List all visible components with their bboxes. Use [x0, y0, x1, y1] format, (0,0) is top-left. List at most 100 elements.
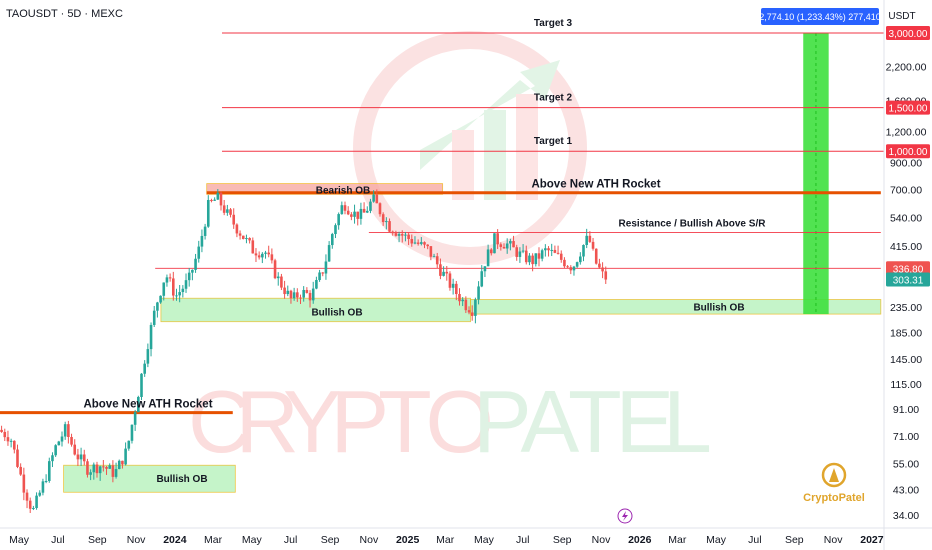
- candle-body: [210, 200, 213, 202]
- y-tick-label: 235.00: [890, 302, 922, 314]
- y-tick-label: 185.00: [890, 328, 922, 340]
- x-tick-label: Nov: [360, 534, 379, 546]
- candle-body: [509, 241, 512, 244]
- candle-body: [582, 244, 585, 257]
- candle-body: [496, 233, 499, 245]
- candle-body: [206, 200, 210, 227]
- candle-body: [165, 277, 169, 283]
- candle-body: [569, 267, 573, 271]
- candle-body: [315, 279, 318, 289]
- candle-body: [524, 250, 528, 263]
- bearish-ob-label: Bearish OB: [316, 186, 370, 197]
- candle-body: [191, 269, 194, 273]
- candle-body: [391, 231, 395, 234]
- candle-body: [486, 249, 490, 267]
- candle-body: [327, 245, 331, 262]
- candle-body: [448, 273, 452, 288]
- candle-body: [534, 253, 538, 265]
- bullish-ob-label: Bullish OB: [311, 308, 362, 319]
- candle-body: [480, 271, 484, 287]
- y-tick-label: 540.00: [890, 212, 922, 224]
- candle-body: [547, 248, 550, 251]
- candle-body: [515, 247, 519, 257]
- x-tick-label: May: [474, 534, 495, 546]
- candle-body: [308, 292, 312, 301]
- candle-body: [6, 437, 10, 442]
- candle-body: [54, 445, 57, 456]
- candle-body: [127, 440, 131, 449]
- price-tag: 303.31: [886, 272, 930, 287]
- x-tick-label: Mar: [204, 534, 223, 546]
- y-tick-label: 91.00: [893, 404, 919, 416]
- candle-body: [159, 295, 162, 303]
- candle-body: [489, 249, 493, 254]
- candle-body: [168, 277, 172, 279]
- y-tick-label: 415.00: [890, 241, 922, 253]
- x-tick-label: 2027: [860, 534, 884, 546]
- candle-body: [445, 271, 449, 274]
- candle-body: [394, 233, 398, 236]
- price-tag: 3,000.00: [886, 26, 930, 40]
- candle-body: [238, 233, 242, 236]
- candle-body: [172, 278, 175, 296]
- candle-body: [416, 242, 420, 244]
- candle-body: [229, 209, 232, 215]
- candle-body: [60, 436, 64, 442]
- candle-body: [493, 233, 496, 254]
- x-tick-label: Jul: [284, 534, 297, 546]
- candle-body: [124, 448, 127, 465]
- candle-body: [362, 208, 366, 213]
- candle-body: [458, 294, 461, 302]
- candle-body: [572, 266, 576, 271]
- candle-body: [544, 248, 547, 251]
- candle-body: [302, 289, 305, 298]
- candle-body: [219, 192, 223, 206]
- candle-body: [216, 192, 220, 200]
- candle-body: [451, 283, 455, 288]
- candle-body: [499, 244, 503, 247]
- candle-body: [57, 441, 61, 446]
- candle-body: [245, 238, 248, 240]
- candle-body: [283, 287, 286, 295]
- y-tick-label: 34.00: [893, 510, 919, 522]
- candle-body: [264, 252, 267, 254]
- candle-body: [413, 242, 417, 244]
- candle-body: [505, 243, 509, 249]
- y-tick-label: 115.00: [890, 379, 921, 391]
- readout-text: 2,774.10 (1,233.43%) 277,410: [759, 12, 881, 22]
- x-tick-label: Sep: [321, 534, 340, 546]
- candle-body: [467, 310, 471, 313]
- candle-body: [292, 292, 296, 299]
- candle-body: [550, 249, 554, 251]
- watermark-bar: [516, 94, 538, 200]
- candle-body: [359, 208, 363, 219]
- candle-body: [432, 256, 436, 258]
- candle-body: [442, 271, 445, 276]
- target-label: Target 2: [534, 93, 573, 104]
- candle-body: [267, 252, 270, 255]
- candle-body: [38, 492, 42, 496]
- candle-body: [9, 440, 13, 442]
- candle-body: [305, 289, 309, 293]
- x-tick-label: Jul: [748, 534, 761, 546]
- candle-body: [461, 299, 464, 302]
- candle-body: [528, 255, 531, 263]
- candle-body: [121, 460, 124, 465]
- x-tick-label: Mar: [436, 534, 455, 546]
- candle-body: [381, 214, 385, 223]
- candle-body: [3, 431, 7, 438]
- price-tag-text: 303.31: [893, 276, 924, 287]
- candle-body: [343, 205, 347, 211]
- lightning-icon[interactable]: [617, 508, 633, 524]
- y-tick-label: 55.00: [893, 458, 919, 470]
- bullish-ob-label: Bullish OB: [693, 303, 744, 314]
- candle-body: [149, 324, 153, 350]
- candle-body: [375, 194, 379, 204]
- candle-body: [553, 249, 557, 253]
- candle-body: [474, 299, 477, 316]
- candle-body: [19, 466, 22, 475]
- candle-body: [82, 454, 86, 462]
- candle-body: [566, 266, 569, 268]
